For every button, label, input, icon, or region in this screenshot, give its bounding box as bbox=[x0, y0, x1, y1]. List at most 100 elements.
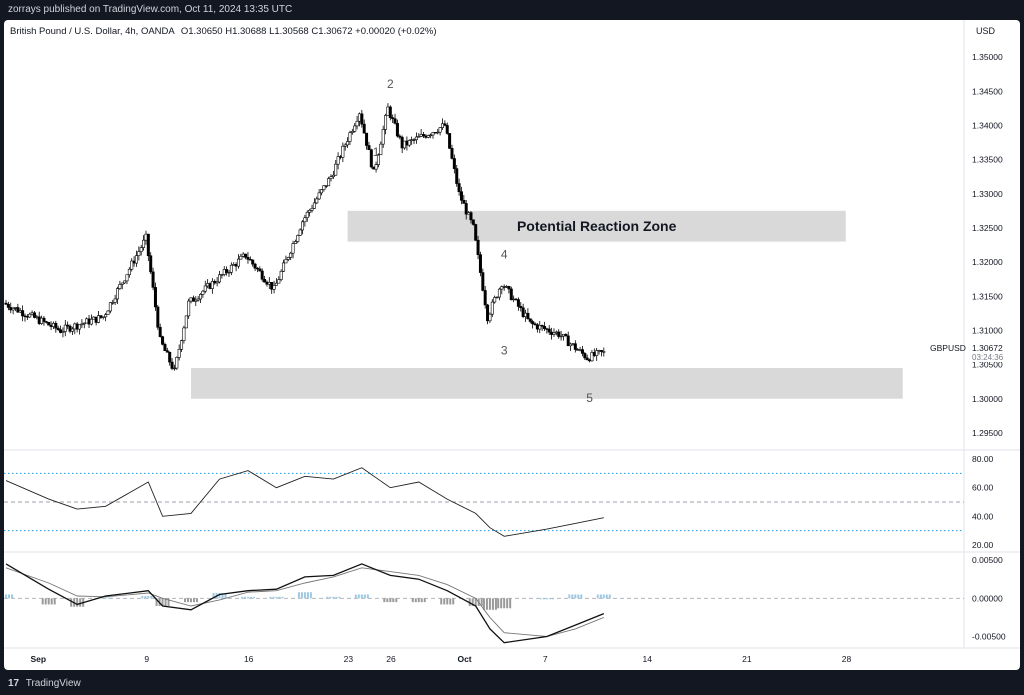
macd-histogram-bar bbox=[411, 598, 426, 603]
candle bbox=[9, 302, 13, 314]
candle-body bbox=[125, 274, 129, 282]
candle bbox=[68, 324, 72, 334]
macd-histogram-tick bbox=[608, 594, 611, 599]
grid-layer bbox=[4, 20, 1020, 649]
candle bbox=[595, 347, 599, 361]
candle-body bbox=[151, 271, 155, 288]
candle bbox=[545, 327, 549, 334]
candle bbox=[298, 228, 302, 236]
macd-histogram-tick bbox=[386, 598, 389, 603]
candle-body bbox=[241, 253, 245, 257]
candle-body bbox=[450, 148, 454, 159]
candle bbox=[85, 317, 89, 324]
candle bbox=[28, 312, 32, 318]
rsi-tick-label: 80.00 bbox=[972, 454, 994, 464]
candle bbox=[113, 294, 117, 305]
macd-histogram-bar bbox=[5, 594, 13, 599]
candle bbox=[51, 321, 55, 329]
candle-body bbox=[210, 281, 214, 289]
chart-panel[interactable]: 1.35000 1.34500 1.34000 1.33500 1.33000 1.325… bbox=[4, 20, 1020, 670]
candle-body bbox=[92, 316, 96, 320]
candle-body bbox=[438, 127, 442, 133]
candle bbox=[519, 302, 523, 312]
candle-body bbox=[334, 163, 338, 176]
candle bbox=[125, 274, 129, 285]
macd-histogram-tick bbox=[577, 594, 580, 599]
candle-body bbox=[99, 315, 103, 318]
price-zone bbox=[191, 368, 903, 399]
price-tick-label: 1.29500 bbox=[972, 428, 1003, 438]
candle bbox=[597, 349, 601, 355]
candle bbox=[310, 204, 314, 213]
candle-body bbox=[355, 120, 359, 127]
candle bbox=[89, 314, 93, 326]
candle bbox=[206, 279, 210, 289]
macd-histogram-tick bbox=[506, 598, 509, 609]
candle bbox=[6, 301, 10, 311]
candle bbox=[538, 321, 542, 334]
candle-body bbox=[469, 212, 473, 221]
macd-histogram-tick bbox=[218, 592, 221, 599]
macd-tick-label: 0.00500 bbox=[972, 555, 1003, 565]
candle-body bbox=[362, 123, 366, 134]
candle bbox=[187, 298, 191, 319]
candle bbox=[457, 178, 461, 196]
candle bbox=[232, 262, 236, 266]
candle-body bbox=[137, 251, 141, 256]
candle-body bbox=[545, 328, 549, 330]
candle bbox=[87, 314, 91, 328]
macd-histogram-tick bbox=[551, 598, 554, 600]
macd-histogram-tick bbox=[574, 594, 577, 599]
candle-body bbox=[569, 343, 573, 347]
candle bbox=[142, 235, 146, 251]
macd-histogram-tick bbox=[41, 598, 44, 605]
candle bbox=[512, 295, 516, 303]
chart-svg[interactable]: 1.35000 1.34500 1.34000 1.33500 1.33000 1.325… bbox=[4, 20, 1020, 670]
candle bbox=[486, 303, 490, 325]
macd-histogram-bar bbox=[269, 596, 284, 599]
candle-body bbox=[559, 335, 563, 338]
macd-histogram-tick bbox=[580, 594, 583, 599]
candle-body bbox=[87, 318, 91, 325]
candle-body bbox=[161, 336, 165, 345]
candle-body bbox=[130, 260, 134, 270]
candle-body bbox=[419, 134, 423, 137]
candle bbox=[236, 254, 240, 269]
candle-body bbox=[267, 282, 271, 285]
candle bbox=[301, 220, 305, 235]
candle-body bbox=[327, 178, 331, 187]
candle bbox=[410, 136, 414, 145]
candle bbox=[362, 119, 366, 134]
candle-body bbox=[139, 247, 143, 252]
candle-body bbox=[175, 357, 179, 369]
candle-body bbox=[18, 310, 22, 313]
candle-body bbox=[462, 199, 466, 204]
time-tick-label: 21 bbox=[742, 654, 752, 664]
candle-body bbox=[225, 269, 229, 273]
candle-body bbox=[317, 192, 321, 200]
candle-body bbox=[526, 312, 530, 320]
candle bbox=[258, 266, 262, 272]
candle-body bbox=[312, 202, 316, 209]
price-tick-label: 1.33000 bbox=[972, 189, 1003, 199]
candle-body bbox=[483, 290, 487, 306]
candle-body bbox=[516, 299, 520, 307]
candle-body bbox=[232, 264, 236, 266]
candle bbox=[175, 356, 179, 370]
candle-body bbox=[372, 166, 376, 170]
candle bbox=[227, 270, 231, 278]
macd-signal-line bbox=[5, 567, 604, 637]
candle bbox=[388, 105, 392, 121]
candle-body bbox=[189, 297, 193, 302]
candle-body bbox=[547, 328, 551, 333]
candle bbox=[505, 285, 509, 288]
macd-tick-label: 0.00000 bbox=[972, 593, 1003, 603]
candle-body bbox=[253, 263, 257, 269]
candle bbox=[509, 286, 513, 301]
macd-histogram-tick bbox=[275, 596, 278, 599]
candle-body bbox=[227, 271, 231, 274]
candle bbox=[37, 311, 41, 325]
candle bbox=[424, 133, 428, 139]
candle-body bbox=[272, 285, 276, 290]
candle-body bbox=[440, 123, 444, 128]
